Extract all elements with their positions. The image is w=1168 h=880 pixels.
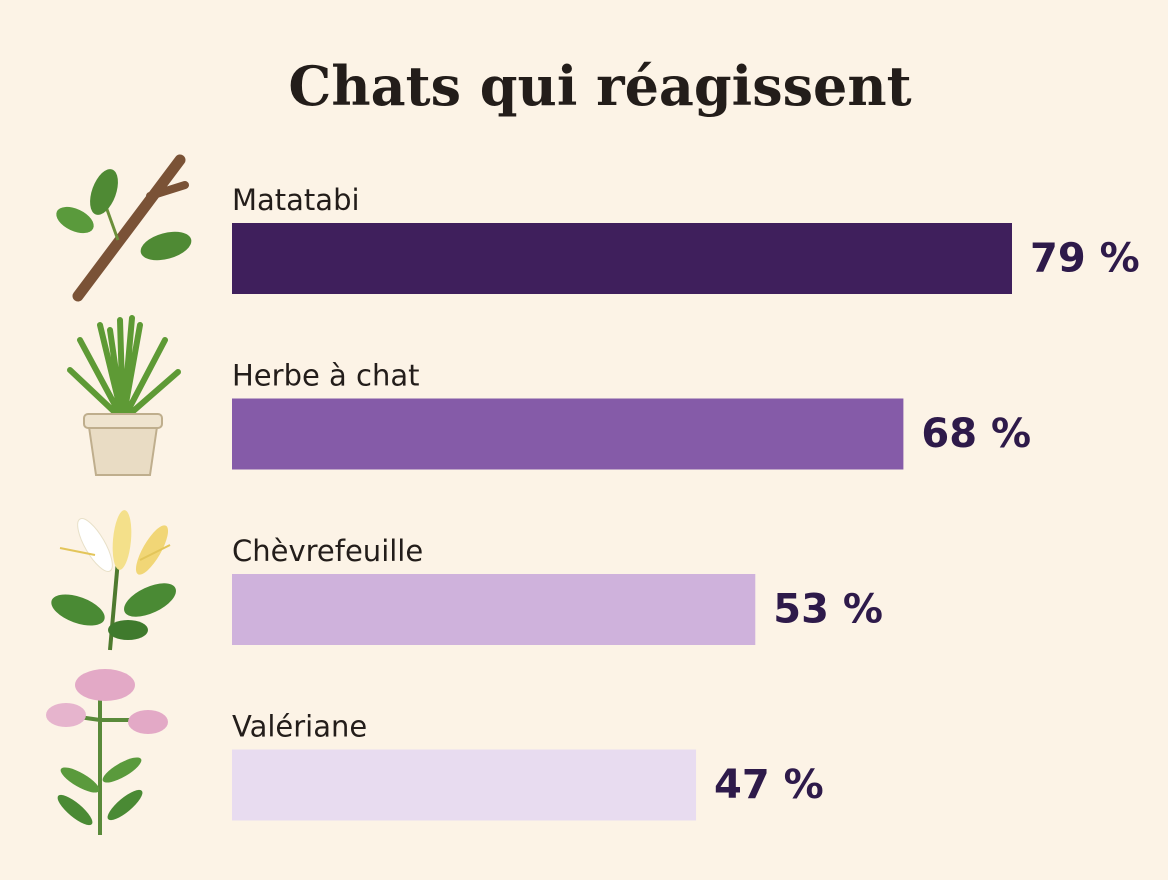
value-label: 79 % bbox=[1030, 236, 1140, 282]
chart-title: Chats qui réagissent bbox=[288, 54, 911, 118]
icon-matatabi bbox=[56, 154, 192, 302]
category-label: Valériane bbox=[232, 710, 367, 744]
value-label: 47 % bbox=[714, 762, 824, 808]
bar bbox=[232, 749, 697, 821]
category-label: Matatabi bbox=[232, 183, 360, 217]
bar bbox=[232, 574, 756, 645]
value-label: 53 % bbox=[773, 587, 883, 633]
bar bbox=[232, 223, 1012, 294]
icon-valeriane bbox=[46, 669, 168, 835]
icon-chevrefeuille bbox=[51, 510, 176, 651]
category-label: Chèvrefeuille bbox=[232, 534, 423, 568]
value-label: 68 % bbox=[921, 411, 1031, 457]
category-label: Herbe à chat bbox=[232, 359, 420, 393]
icon-herbe bbox=[67, 315, 181, 476]
bar bbox=[232, 398, 904, 470]
